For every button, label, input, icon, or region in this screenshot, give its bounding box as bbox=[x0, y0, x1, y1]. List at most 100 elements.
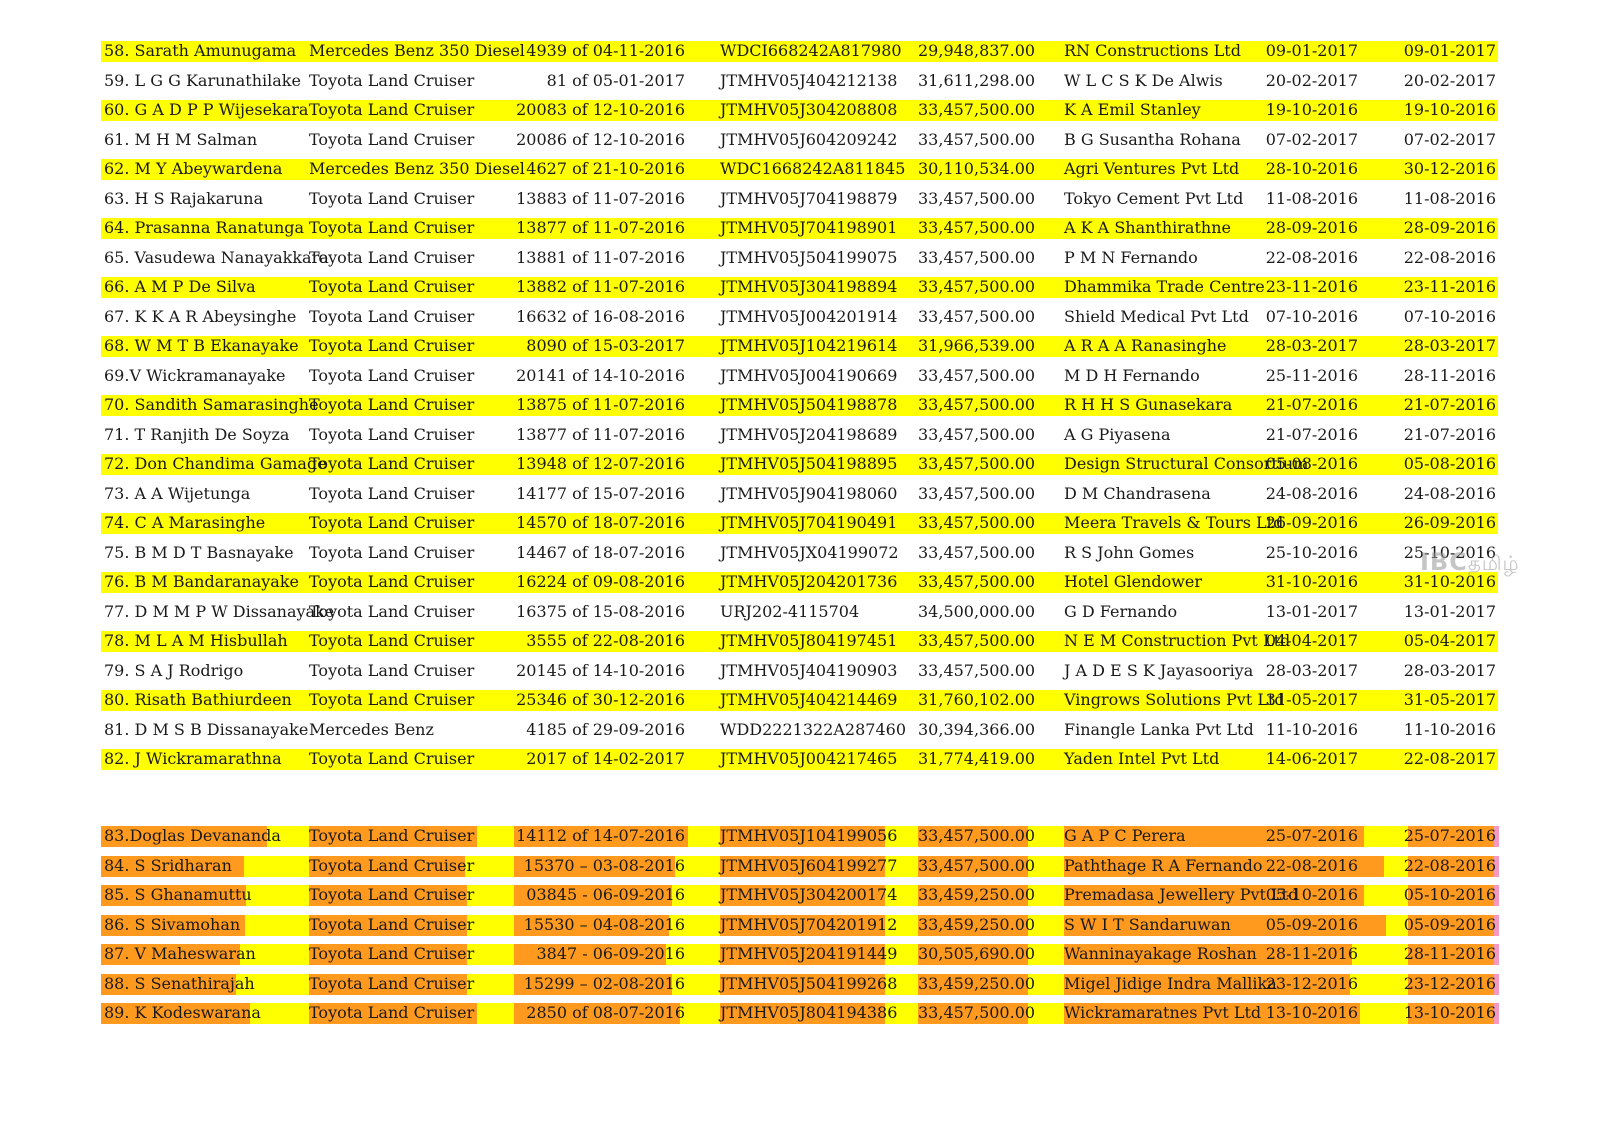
date-2-cell: 05-08-2016 bbox=[1403, 454, 1496, 473]
vehicle-cell: Toyota Land Cruiser bbox=[309, 885, 475, 904]
cell-highlight bbox=[918, 826, 1028, 847]
vehicle-cell: Mercedes Benz 350 Diesel bbox=[309, 41, 525, 60]
table-row: 65. Vasudewa Nanayakkara Toyota Land Crui… bbox=[0, 247, 1600, 269]
name-cell: 82. J Wickramarathna bbox=[104, 749, 282, 768]
name-cell: 88. S Senathirajah bbox=[104, 973, 255, 993]
reference-cell: 20086 of 12-10-2016 bbox=[516, 129, 685, 149]
value-cell: 34,500,000.00 bbox=[918, 601, 1036, 621]
date-2-cell: 28-09-2016 bbox=[1403, 218, 1496, 237]
date-1-cell: 31-10-2016 bbox=[1265, 572, 1358, 591]
name-cell: 68. W M T B Ekanayake bbox=[104, 336, 299, 355]
vehicle-cell: Toyota Land Cruiser bbox=[309, 855, 475, 875]
vehicle-cell: Toyota Land Cruiser bbox=[309, 660, 475, 680]
vehicle-cell: Toyota Land Cruiser bbox=[309, 973, 475, 993]
date-2-cell: 05-10-2016 bbox=[1403, 885, 1496, 904]
reference-cell: 3555 of 22-08-2016 bbox=[526, 631, 685, 650]
row-highlight bbox=[101, 690, 1498, 711]
name-cell: 59. L G G Karunathilake bbox=[104, 70, 301, 90]
chassis-number-cell: JTMHV05J404190903 bbox=[720, 660, 898, 680]
value-cell: 30,394,366.00 bbox=[918, 719, 1036, 739]
name-cell: 61. M H M Salman bbox=[104, 129, 258, 149]
vehicle-cell: Toyota Land Cruiser bbox=[309, 188, 475, 208]
row-edge-highlight bbox=[1494, 855, 1499, 877]
date-1-cell: 14-06-2017 bbox=[1265, 749, 1358, 768]
chassis-number-cell: JTMHV05J704198901 bbox=[720, 218, 898, 237]
cell-highlight bbox=[1064, 826, 1364, 847]
table-row: 82. J Wickramarathna Toyota Land Cruiser 2… bbox=[0, 748, 1600, 770]
value-cell: 30,110,534.00 bbox=[918, 159, 1036, 178]
row-highlight bbox=[101, 336, 1498, 357]
table-row: 79. S A J Rodrigo Toyota Land Cruiser 2014… bbox=[0, 660, 1600, 682]
buyer-cell: S W I T Sandaruwan bbox=[1064, 914, 1231, 934]
date-1-cell: 05-09-2016 bbox=[1265, 914, 1358, 934]
date-1-cell: 09-01-2017 bbox=[1265, 41, 1358, 60]
chassis-number-cell: JTMHV05JX04199072 bbox=[720, 542, 899, 562]
buyer-cell: Vingrows Solutions Pvt Ltd bbox=[1064, 690, 1285, 709]
table-row: 61. M H M Salman Toyota Land Cruiser 20086… bbox=[0, 129, 1600, 151]
chassis-number-cell: JTMHV05J904198060 bbox=[720, 483, 898, 503]
value-cell: 33,457,500.00 bbox=[918, 513, 1036, 532]
buyer-cell: B G Susantha Rohana bbox=[1064, 129, 1241, 149]
cell-highlight bbox=[720, 885, 885, 906]
date-1-cell: 13-01-2017 bbox=[1265, 601, 1358, 621]
chassis-number-cell: JTMHV05J404214469 bbox=[720, 690, 898, 709]
date-1-cell: 07-02-2017 bbox=[1265, 129, 1358, 149]
reference-cell: 13875 of 11-07-2016 bbox=[516, 395, 685, 414]
value-cell: 30,505,690.00 bbox=[918, 944, 1036, 963]
value-cell: 33,457,500.00 bbox=[918, 826, 1036, 845]
name-cell: 74. C A Marasinghe bbox=[104, 513, 266, 532]
value-cell: 33,459,250.00 bbox=[918, 914, 1036, 934]
cell-highlight bbox=[918, 914, 1028, 936]
buyer-cell: Hotel Glendower bbox=[1064, 572, 1203, 591]
cell-highlight bbox=[514, 885, 672, 906]
date-1-cell: 21-07-2016 bbox=[1265, 395, 1358, 414]
value-cell: 33,457,500.00 bbox=[918, 424, 1036, 444]
reference-cell: 25346 of 30-12-2016 bbox=[516, 690, 685, 709]
table-row: 60. G A D P P Wijesekara Toyota Land Crui… bbox=[0, 99, 1600, 121]
cell-highlight bbox=[1408, 855, 1498, 877]
cell-highlight bbox=[1064, 914, 1386, 936]
cell-highlight bbox=[918, 1003, 1028, 1024]
table-row: 66. A M P De Silva Toyota Land Cruiser 138… bbox=[0, 276, 1600, 298]
buyer-cell: Wanninayakage Roshan bbox=[1064, 944, 1257, 963]
cell-highlight bbox=[309, 914, 467, 936]
cell-highlight bbox=[309, 885, 467, 906]
cell-highlight bbox=[918, 944, 1028, 965]
buyer-cell: Premadasa Jewellery Pvt Ltd bbox=[1064, 885, 1299, 904]
table-row: 84. S Sridharan Toyota Land Cruiser 15370 … bbox=[0, 855, 1600, 877]
chassis-number-cell: JTMHV05J604199277 bbox=[720, 855, 898, 875]
vehicle-cell: Toyota Land Cruiser bbox=[309, 914, 475, 934]
date-2-cell: 25-10-2016 bbox=[1403, 542, 1496, 562]
cell-highlight bbox=[720, 855, 885, 877]
buyer-cell: R H H S Gunasekara bbox=[1064, 395, 1233, 414]
cell-highlight bbox=[720, 973, 885, 995]
date-1-cell: 23-11-2016 bbox=[1265, 277, 1358, 296]
reference-cell: 14112 of 14-07-2016 bbox=[516, 826, 685, 845]
reference-cell: 20145 of 14-10-2016 bbox=[516, 660, 685, 680]
table-row: 83.Doglas Devananda Toyota Land Cruiser 14… bbox=[0, 825, 1600, 847]
cell-highlight bbox=[101, 973, 236, 995]
name-cell: 64. Prasanna Ranatunga bbox=[104, 218, 305, 237]
date-2-cell: 25-07-2016 bbox=[1403, 826, 1496, 845]
date-2-cell: 09-01-2017 bbox=[1403, 41, 1496, 60]
date-1-cell: 05-10-2016 bbox=[1265, 885, 1358, 904]
cell-highlight bbox=[514, 1003, 680, 1024]
value-cell: 33,459,250.00 bbox=[918, 973, 1036, 993]
date-2-cell: 24-08-2016 bbox=[1403, 483, 1496, 503]
date-2-cell: 07-10-2016 bbox=[1403, 306, 1496, 326]
buyer-cell: Yaden Intel Pvt Ltd bbox=[1064, 749, 1220, 768]
date-2-cell: 23-11-2016 bbox=[1403, 277, 1496, 296]
buyer-cell: G D Fernando bbox=[1064, 601, 1178, 621]
name-cell: 85. S Ghanamuttu bbox=[104, 885, 252, 904]
date-1-cell: 24-08-2016 bbox=[1265, 483, 1358, 503]
cell-highlight bbox=[1408, 944, 1498, 965]
date-2-cell: 31-05-2017 bbox=[1403, 690, 1496, 709]
chassis-number-cell: JTMHV05J704198879 bbox=[720, 188, 898, 208]
reference-cell: 14467 of 18-07-2016 bbox=[516, 542, 685, 562]
table-row: 71. T Ranjith De Soyza Toyota Land Cruise… bbox=[0, 424, 1600, 446]
value-cell: 33,457,500.00 bbox=[918, 365, 1036, 385]
reference-cell: 2850 of 08-07-2016 bbox=[526, 1003, 685, 1022]
row-highlight bbox=[101, 395, 1498, 416]
buyer-cell: M D H Fernando bbox=[1064, 365, 1200, 385]
value-cell: 33,459,250.00 bbox=[918, 885, 1036, 904]
